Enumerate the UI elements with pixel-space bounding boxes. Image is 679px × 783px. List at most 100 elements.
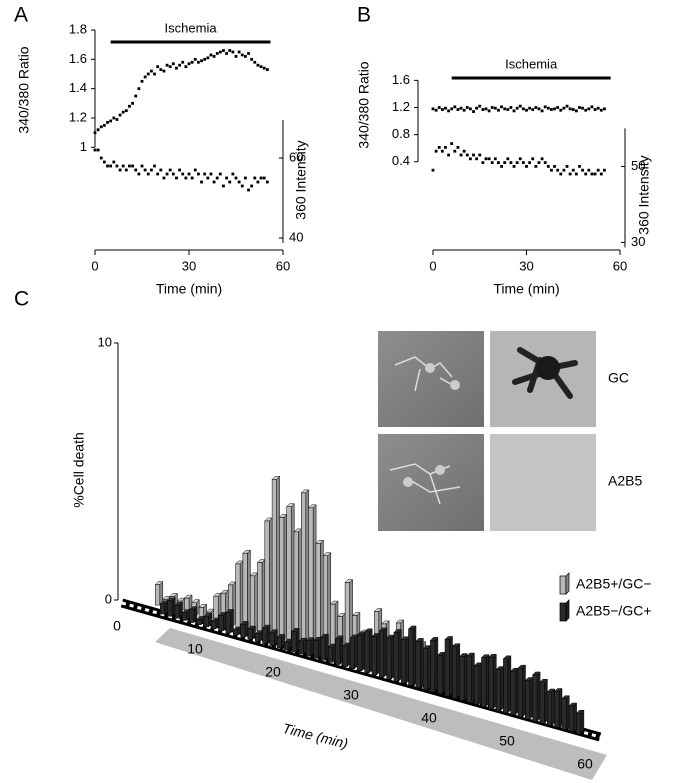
bar xyxy=(561,695,570,731)
bar xyxy=(451,643,461,699)
point xyxy=(593,108,597,111)
bar xyxy=(225,608,235,634)
point xyxy=(509,106,513,109)
legend-swatch-side xyxy=(565,572,570,595)
x-axis-label: Time (min) xyxy=(493,281,559,297)
point xyxy=(250,57,254,61)
point xyxy=(487,109,491,113)
point xyxy=(184,65,188,69)
phase-image xyxy=(378,331,484,427)
point xyxy=(234,176,238,180)
point xyxy=(99,156,103,160)
point xyxy=(181,60,185,64)
bar xyxy=(342,642,351,668)
point xyxy=(515,106,519,110)
bar xyxy=(539,678,549,724)
point xyxy=(150,69,153,73)
bar-front xyxy=(160,603,166,615)
point xyxy=(96,128,100,132)
annotation: Ischemia xyxy=(505,56,558,71)
bar-front xyxy=(379,630,385,678)
cell-body xyxy=(425,363,435,373)
bar xyxy=(315,539,325,652)
point xyxy=(171,62,175,66)
point xyxy=(515,161,519,164)
point xyxy=(121,110,125,114)
point xyxy=(531,108,535,111)
bar-front xyxy=(422,648,428,690)
bar-side xyxy=(305,489,310,648)
image-label: A2B5 xyxy=(608,473,642,489)
point xyxy=(475,106,479,110)
bar xyxy=(524,676,534,720)
point xyxy=(134,94,138,98)
bar-front xyxy=(167,600,173,617)
y-tick-label: 1.4 xyxy=(69,80,87,95)
point xyxy=(153,72,156,76)
y-tick-label: 1 xyxy=(80,139,87,154)
bar-front xyxy=(342,645,348,667)
bar xyxy=(371,632,381,676)
bar-side xyxy=(434,636,439,693)
point xyxy=(469,107,472,111)
point xyxy=(197,60,200,64)
point xyxy=(462,149,466,153)
y-tick-label: 1.6 xyxy=(392,72,410,87)
bar-front xyxy=(306,640,312,657)
legend-swatch-side xyxy=(565,599,570,622)
point xyxy=(215,176,219,180)
y-tick-label: 0.4 xyxy=(392,153,410,168)
panel-label: A xyxy=(14,4,28,27)
point xyxy=(109,119,113,123)
bar-front xyxy=(218,615,224,632)
point xyxy=(553,107,556,111)
point xyxy=(240,184,244,188)
point xyxy=(434,149,438,153)
stain-image xyxy=(490,331,596,427)
bar-front xyxy=(576,712,582,735)
point xyxy=(456,108,460,111)
point xyxy=(493,157,497,161)
bar-side xyxy=(398,628,402,682)
bar-front xyxy=(276,637,282,648)
point xyxy=(506,157,510,161)
point xyxy=(584,108,588,112)
bar xyxy=(495,665,505,712)
bar xyxy=(320,633,330,661)
bar-front xyxy=(240,624,246,638)
bar-side xyxy=(471,652,475,703)
bar-side xyxy=(269,517,273,638)
cell-body xyxy=(450,380,460,390)
point xyxy=(559,108,563,112)
bar xyxy=(473,662,483,706)
bar xyxy=(422,644,432,691)
bar xyxy=(466,652,476,703)
y2-axis-label: 360 Intensity xyxy=(293,140,309,219)
bar-side xyxy=(230,608,234,634)
point xyxy=(453,149,457,153)
point xyxy=(593,172,597,176)
bar-front xyxy=(539,681,545,724)
point xyxy=(518,104,522,108)
point xyxy=(118,168,122,172)
bar-front xyxy=(525,680,531,720)
point xyxy=(531,157,535,161)
bar-front xyxy=(488,656,494,709)
bar-front xyxy=(408,628,414,686)
point xyxy=(497,108,500,112)
point xyxy=(124,168,128,172)
y-tick-label: 1.2 xyxy=(69,109,87,124)
x-tick-label: 10 xyxy=(187,641,203,657)
bar-front xyxy=(203,616,209,627)
bar xyxy=(568,702,578,733)
point xyxy=(571,168,575,172)
bar-front xyxy=(298,640,304,655)
x-tick-label: 20 xyxy=(265,664,281,680)
point xyxy=(447,109,450,113)
point xyxy=(140,79,144,83)
bar-front xyxy=(459,656,465,701)
point xyxy=(237,180,241,184)
bar xyxy=(283,638,293,651)
bar xyxy=(553,687,563,729)
bar xyxy=(181,609,191,622)
